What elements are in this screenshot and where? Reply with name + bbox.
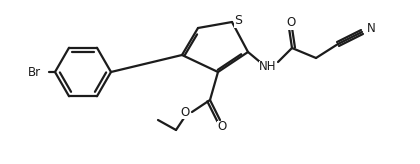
Text: O: O — [218, 121, 227, 133]
Text: Br: Br — [28, 65, 41, 79]
Text: NH: NH — [259, 61, 277, 73]
Text: S: S — [234, 14, 242, 28]
Text: N: N — [367, 21, 376, 34]
Text: O: O — [286, 17, 296, 30]
Text: O: O — [181, 105, 190, 119]
